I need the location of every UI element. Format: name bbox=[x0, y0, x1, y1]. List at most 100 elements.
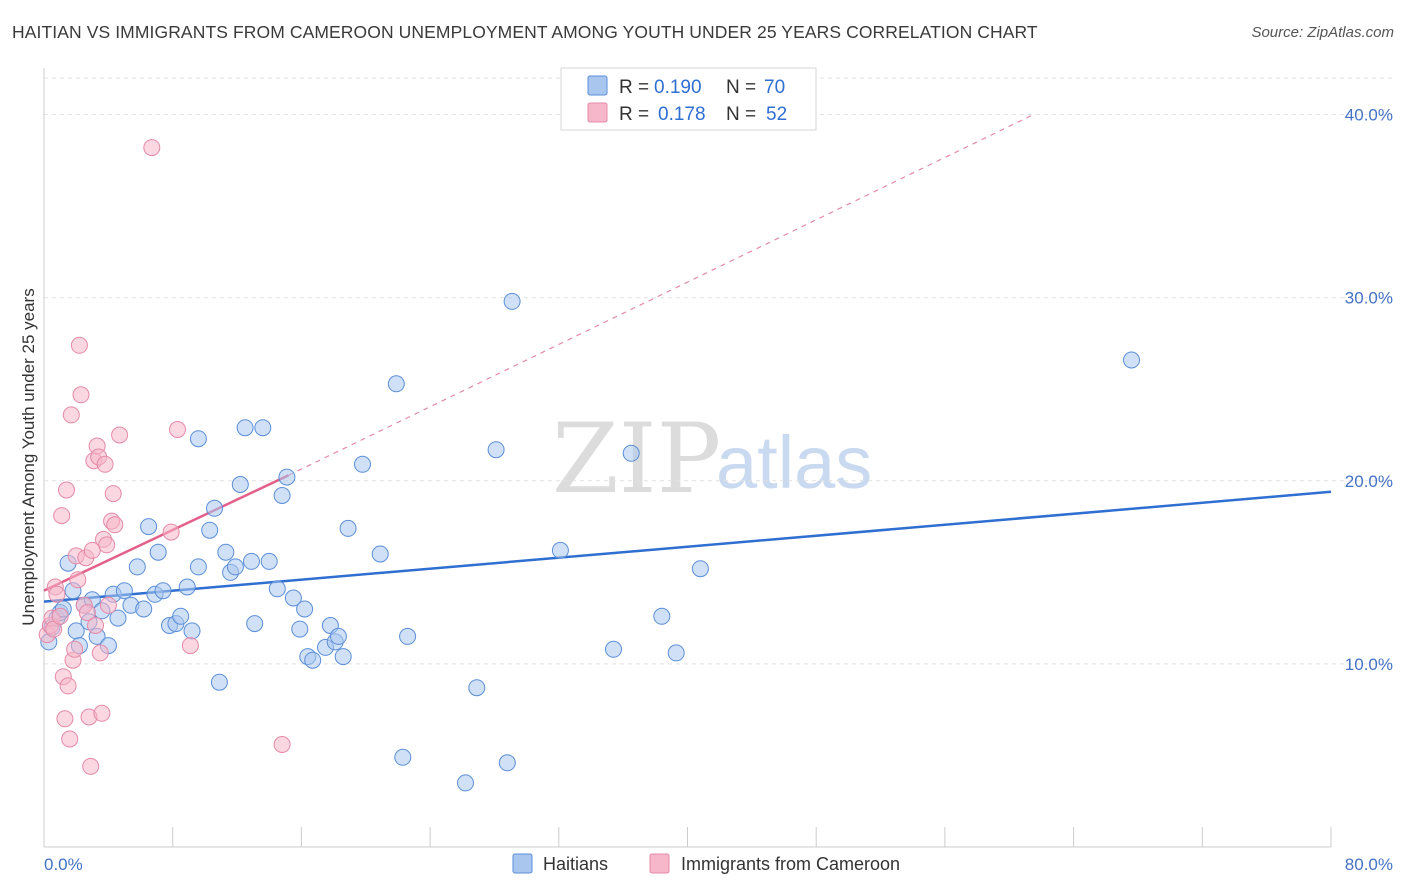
point-haitians bbox=[468, 679, 486, 697]
axes bbox=[43, 68, 1332, 848]
trend-line-haitians bbox=[43, 490, 1332, 603]
point-haitians bbox=[154, 582, 172, 600]
point-haitians bbox=[210, 673, 228, 691]
point-haitians bbox=[653, 607, 671, 625]
legend-n-value-cameroon: 52 bbox=[766, 104, 787, 125]
legend-r-label-haitians: R = bbox=[619, 77, 649, 98]
trend-line-cameroon-extended bbox=[288, 114, 1034, 476]
bottom-legend-swatch-haitians bbox=[512, 853, 533, 874]
point-haitians bbox=[394, 748, 412, 766]
series-legend: Haitians Immigrants from Cameroon bbox=[512, 853, 900, 874]
bottom-legend-label-cameroon: Immigrants from Cameroon bbox=[681, 854, 900, 874]
point-haitians bbox=[329, 627, 347, 645]
legend-swatch-cameroon bbox=[587, 102, 608, 123]
point-haitians bbox=[622, 444, 640, 462]
bottom-legend-swatch-cameroon bbox=[649, 853, 670, 874]
chart-title: HAITIAN VS IMMIGRANTS FROM CAMEROON UNEM… bbox=[12, 22, 1038, 42]
point-haitians bbox=[399, 627, 417, 645]
point-haitians bbox=[354, 455, 371, 473]
point-haitians bbox=[149, 543, 167, 561]
point-cameroon bbox=[61, 730, 79, 748]
point-cameroon bbox=[99, 596, 117, 614]
point-cameroon bbox=[111, 426, 129, 444]
point-cameroon bbox=[69, 571, 87, 589]
point-haitians bbox=[296, 600, 314, 618]
point-cameroon bbox=[51, 607, 69, 625]
point-haitians bbox=[243, 552, 260, 570]
point-haitians bbox=[226, 558, 244, 576]
legend-n-value-haitians: 70 bbox=[764, 77, 785, 98]
point-haitians bbox=[334, 648, 352, 666]
point-haitians bbox=[189, 558, 207, 576]
y-tick-label: 20.0% bbox=[1345, 472, 1393, 491]
point-cameroon bbox=[91, 644, 109, 662]
legend-n-label-cameroon: N = bbox=[726, 104, 756, 125]
point-cameroon bbox=[53, 507, 71, 525]
x-tick-label-min: 0.0% bbox=[44, 855, 83, 874]
point-cameroon bbox=[56, 710, 74, 728]
point-haitians bbox=[691, 560, 709, 578]
point-cameroon bbox=[162, 523, 180, 541]
point-haitians bbox=[371, 545, 389, 563]
legend-r-value-haitians: 0.190 bbox=[654, 77, 702, 98]
point-cameroon bbox=[104, 485, 122, 503]
data-points bbox=[38, 139, 1140, 792]
point-haitians bbox=[115, 582, 133, 600]
point-haitians bbox=[178, 578, 196, 596]
point-haitians bbox=[284, 589, 302, 607]
y-tick-label: 30.0% bbox=[1345, 289, 1393, 308]
point-haitians bbox=[551, 541, 569, 559]
point-cameroon bbox=[70, 336, 88, 354]
point-haitians bbox=[236, 419, 254, 437]
point-haitians bbox=[1123, 351, 1140, 369]
legend-r-label-cameroon: R = bbox=[619, 104, 649, 125]
point-haitians bbox=[339, 519, 357, 537]
point-haitians bbox=[246, 615, 264, 633]
point-haitians bbox=[457, 774, 474, 792]
point-haitians bbox=[231, 476, 249, 493]
point-haitians bbox=[487, 441, 505, 459]
bottom-legend-label-haitians: Haitians bbox=[543, 854, 608, 874]
point-cameroon bbox=[72, 386, 90, 404]
stats-legend: R = 0.190 N = 70 R = 0.178 N = 52 bbox=[560, 67, 817, 131]
source-credit: Source: ZipAtlas.com bbox=[1251, 24, 1394, 41]
point-cameroon bbox=[59, 677, 77, 695]
point-haitians bbox=[206, 499, 223, 517]
point-cameroon bbox=[98, 536, 116, 554]
point-cameroon bbox=[143, 139, 161, 157]
legend-swatch-haitians bbox=[587, 75, 608, 96]
point-haitians bbox=[109, 609, 127, 627]
legend-n-label-haitians: N = bbox=[726, 77, 756, 98]
point-cameroon bbox=[66, 640, 84, 658]
point-haitians bbox=[387, 375, 405, 393]
point-haitians bbox=[201, 521, 219, 539]
y-tick-label: 40.0% bbox=[1345, 106, 1393, 125]
point-cameroon bbox=[93, 704, 111, 722]
point-cameroon bbox=[181, 637, 199, 655]
point-haitians bbox=[503, 292, 521, 310]
point-haitians bbox=[128, 558, 146, 576]
y-axis-title: Unemployment Among Youth under 25 years bbox=[19, 288, 38, 625]
point-cameroon bbox=[273, 736, 291, 753]
x-tick-label-max: 80.0% bbox=[1345, 855, 1393, 874]
point-haitians bbox=[268, 580, 286, 598]
point-haitians bbox=[140, 518, 158, 536]
point-haitians bbox=[278, 468, 296, 486]
point-cameroon bbox=[96, 455, 114, 473]
point-haitians bbox=[189, 430, 207, 448]
gridlines bbox=[44, 77, 1393, 665]
y-tick-label: 10.0% bbox=[1345, 655, 1393, 674]
y-tick-labels: 10.0% 20.0% 30.0% 40.0% bbox=[1345, 106, 1393, 674]
point-cameroon bbox=[58, 481, 75, 499]
point-haitians bbox=[172, 607, 190, 625]
point-haitians bbox=[254, 419, 272, 437]
watermark-atlas: atlas bbox=[716, 421, 872, 504]
point-haitians bbox=[667, 644, 685, 662]
point-haitians bbox=[605, 640, 622, 658]
point-cameroon bbox=[87, 617, 104, 634]
point-cameroon bbox=[62, 406, 80, 424]
point-haitians bbox=[260, 552, 278, 570]
point-haitians bbox=[183, 622, 201, 640]
point-haitians bbox=[217, 543, 235, 561]
